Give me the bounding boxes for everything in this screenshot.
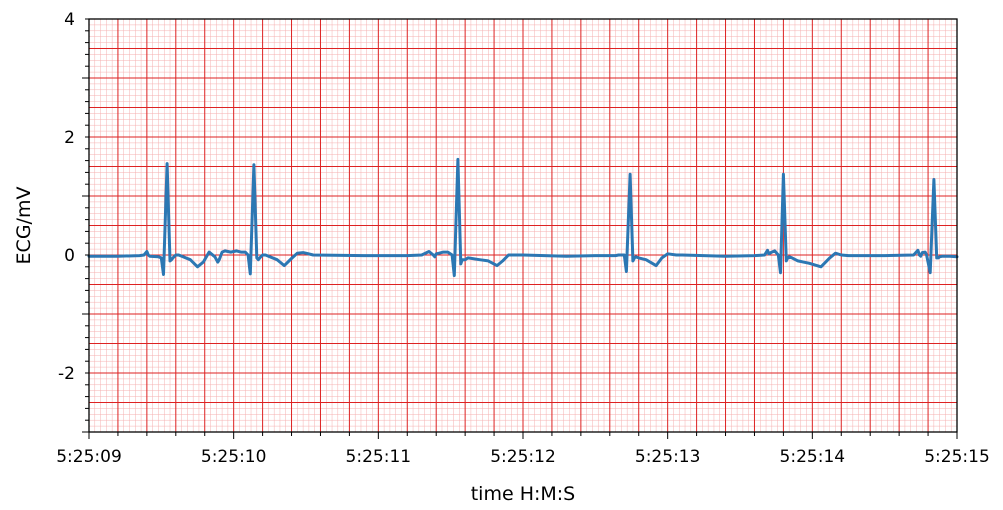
x-tick-label: 5:25:14: [780, 447, 846, 467]
x-tick-label: 5:25:15: [924, 447, 990, 467]
r-peak-point: [629, 173, 631, 175]
r-peak-point: [253, 164, 255, 166]
x-axis-label: time H:M:S: [471, 483, 576, 505]
y-axis-label: ECG/mV: [13, 187, 35, 265]
major-grid: [88, 18, 958, 433]
y-tick-label: 2: [64, 128, 75, 148]
r-peak-point: [933, 178, 935, 180]
r-peak-point: [782, 173, 784, 175]
beat-markers: [166, 158, 935, 180]
r-peak-point: [166, 163, 168, 165]
y-tick-label: 4: [64, 10, 75, 30]
x-tick-label: 5:25:10: [201, 447, 267, 467]
x-axis-ticks: 5:25:09 5:25:10 5:25:11 5:25:12 5:25:13 5:25:…: [56, 432, 990, 467]
x-tick-label: 5:25:09: [56, 447, 122, 467]
y-tick-label: -2: [58, 364, 75, 384]
r-peak-point: [457, 158, 459, 160]
x-tick-label: 5:25:12: [490, 447, 556, 467]
y-axis-ticks: -2 0 2 4: [58, 10, 89, 433]
y-tick-label: 0: [64, 246, 75, 266]
ecg-trace: [87, 157, 959, 278]
x-tick-label: 5:25:13: [635, 447, 701, 467]
x-tick-label: 5:25:11: [346, 447, 412, 467]
